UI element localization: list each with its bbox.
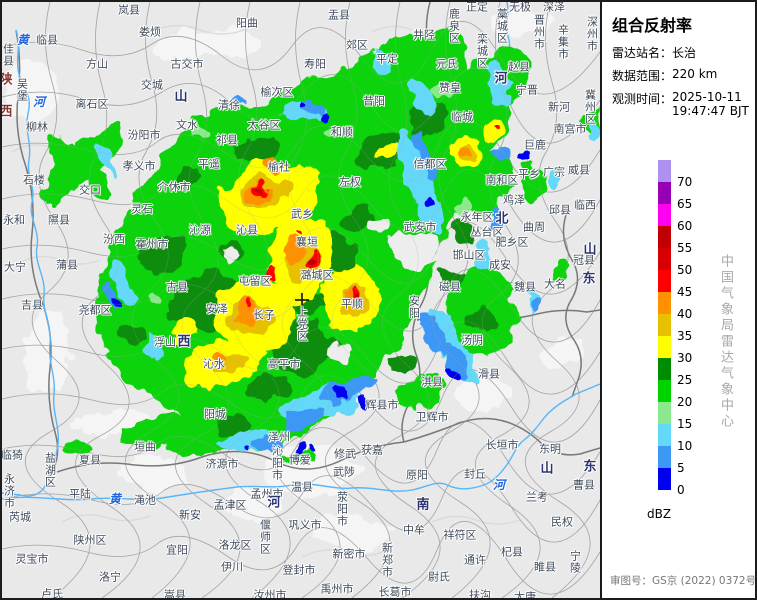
legend-tick: 30 (677, 351, 693, 365)
map-approval-number: 审图号：GS京 (2022) 0372号 (610, 575, 757, 587)
legend-segment (658, 160, 671, 182)
legend-tick: 35 (677, 329, 693, 343)
legend-segment (658, 270, 671, 292)
station-row: 雷达站名： 长治 (612, 44, 755, 61)
legend-tick: 60 (677, 219, 693, 233)
legend-segment (658, 314, 671, 336)
range-value: 220 km (672, 67, 718, 81)
station-label: 雷达站名： (612, 46, 673, 60)
obstime-label: 观测时间： (612, 92, 673, 106)
legend-segment (658, 446, 671, 468)
station-value: 长治 (672, 46, 697, 60)
legend-tick: 50 (677, 263, 693, 277)
legend-color-bar (658, 160, 671, 490)
legend-segment (658, 182, 671, 204)
legend-tick: 40 (677, 307, 693, 321)
radar-map-canvas (2, 2, 600, 598)
legend-tick: 15 (677, 417, 693, 431)
legend-tick: 25 (677, 373, 693, 387)
legend-segment (658, 402, 671, 424)
radar-map: 岚县 娄烦 阳曲 盂县 临县 方山 古交市 郊区 平定 寿阳 交城 榆次区 昔阳 清徐 文水 太谷区 祁县 汾阳市… (2, 2, 600, 598)
legend-segment (658, 380, 671, 402)
legend-unit-label: dBZ (647, 507, 672, 521)
legend-segment (658, 468, 671, 490)
legend-tick: 70 (677, 175, 693, 189)
legend-tick: 55 (677, 241, 693, 255)
product-title: 组合反射率 (612, 16, 693, 35)
range-row: 数据范围： 220 km (612, 67, 755, 84)
radar-station-marker-icon (295, 293, 309, 307)
range-label: 数据范围： (612, 69, 673, 83)
watermark-text: 中国气象局雷达气象中心 (718, 254, 733, 430)
legend-segment (658, 226, 671, 248)
legend-tick: 65 (677, 197, 693, 211)
legend-tick: 20 (677, 395, 693, 409)
legend-segment (658, 336, 671, 358)
legend-tick: 5 (677, 461, 685, 475)
legend-segment (658, 248, 671, 270)
legend-tick: 10 (677, 439, 693, 453)
info-panel: 组合反射率 雷达站名： 长治 数据范围： 220 km 观测时间： 2025-1… (600, 2, 757, 598)
legend-tick: 45 (677, 285, 693, 299)
legend-segment (658, 292, 671, 314)
legend-tick: 0 (677, 483, 685, 497)
legend-segment (658, 204, 671, 226)
obstime-row: 观测时间： 2025-10-11 19:47:47 BJT (612, 90, 755, 118)
legend-segment (658, 424, 671, 446)
radar-info: 雷达站名： 长治 数据范围： 220 km 观测时间： 2025-10-11 1… (612, 44, 755, 118)
obstime-value: 2025-10-11 19:47:47 BJT (672, 90, 749, 118)
legend-segment (658, 358, 671, 380)
